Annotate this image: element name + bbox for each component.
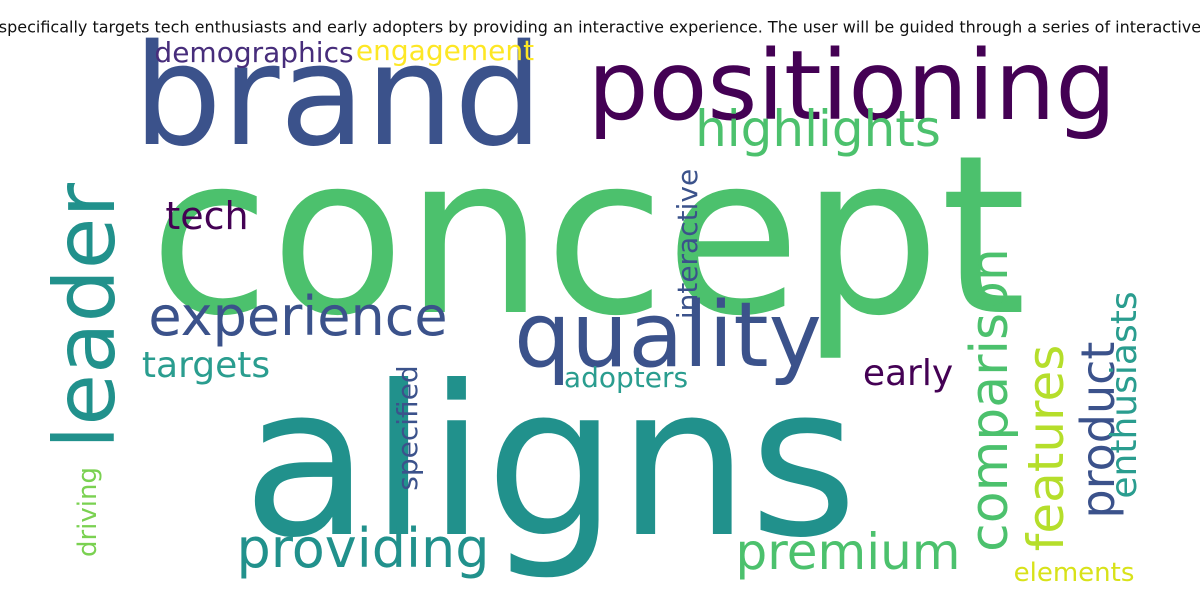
word-adopters: adopters xyxy=(563,361,689,394)
word-engagement: engagement xyxy=(355,34,535,67)
word-elements: elements xyxy=(1013,558,1135,588)
word-features: features xyxy=(1017,344,1075,552)
word-concept: concept xyxy=(149,108,1027,364)
word-tech: tech xyxy=(165,194,249,238)
word-positioning: positioning xyxy=(587,30,1117,142)
word-brand: brand xyxy=(133,15,543,178)
word-leader: leader xyxy=(36,182,134,450)
word-early: early xyxy=(862,353,954,394)
word-highlights: highlights xyxy=(695,100,941,158)
word-comparison: comparison xyxy=(960,248,1020,552)
word-quality: quality xyxy=(514,283,822,388)
word-specified: specified xyxy=(391,365,424,491)
word-targets: targets xyxy=(141,345,271,386)
word-demographics: demographics xyxy=(154,36,354,69)
word-experience: experience xyxy=(148,285,448,348)
figure-title: The project concept aligns with the bran… xyxy=(0,17,1200,37)
word-aligns: aligns xyxy=(242,342,858,584)
word-interactive: interactive xyxy=(671,168,704,320)
word-providing: providing xyxy=(236,517,490,580)
word-driving: driving xyxy=(73,466,103,558)
word-premium: premium xyxy=(735,523,961,581)
word-enthusiasts: enthusiasts xyxy=(1104,291,1145,499)
